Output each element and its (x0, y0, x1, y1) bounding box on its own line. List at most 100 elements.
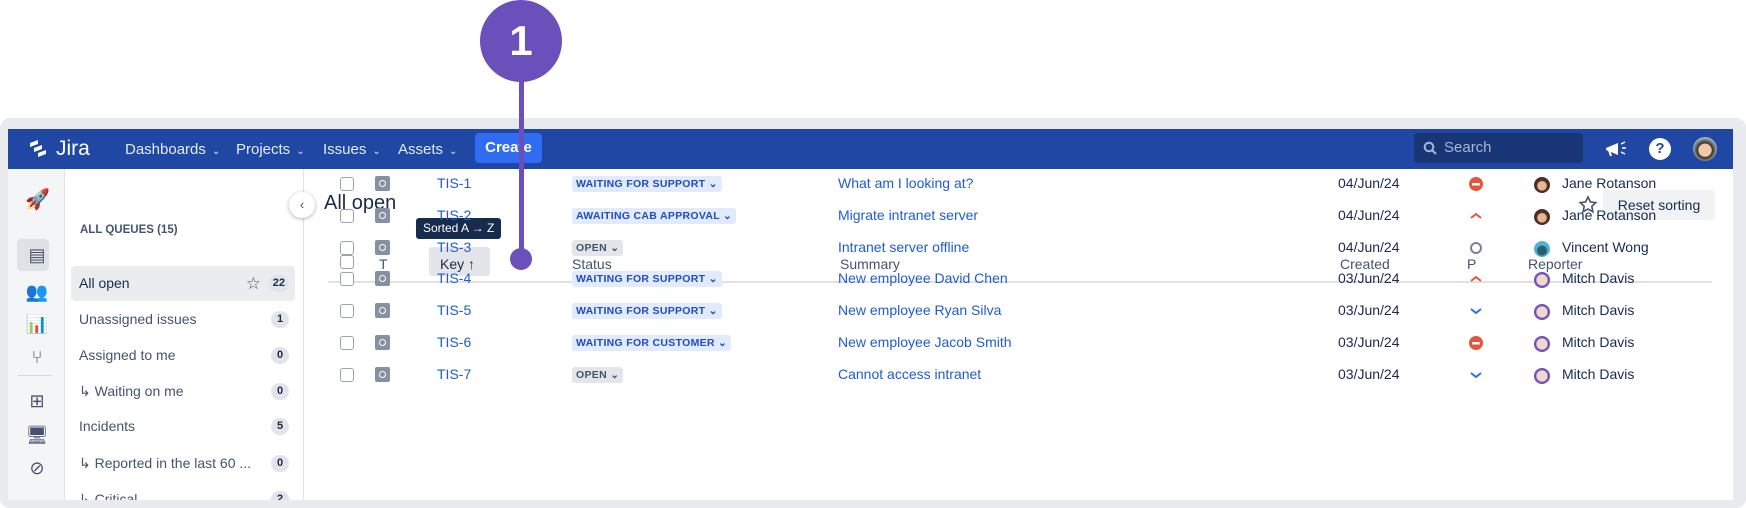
issue-key-link[interactable]: TIS-1 (437, 175, 472, 191)
queues-sidebar: ALL QUEUES (15) All open ☆ 22 Unassigned is… (65, 169, 304, 500)
project-avatar-icon[interactable]: 🚀 (25, 189, 50, 211)
queue-count: 22 (268, 275, 289, 292)
issue-key-link[interactable]: TIS-6 (437, 334, 472, 350)
created-date: 03/Jun/24 (1338, 270, 1400, 287)
nav-label: Dashboards (125, 141, 206, 158)
nav-projects[interactable]: Projects ⌄ (236, 141, 305, 158)
row-checkbox[interactable] (340, 272, 354, 287)
issue-key-link[interactable]: TIS-3 (437, 238, 472, 255)
column-header-type[interactable]: T (379, 256, 388, 272)
issue-key-link[interactable]: TIS-5 (437, 302, 472, 319)
column-header-key[interactable]: Key ↑ (440, 256, 475, 272)
reporter-name[interactable]: Mitch Davis (1562, 302, 1635, 319)
row-checkbox[interactable] (340, 177, 354, 191)
summary-link[interactable]: Intranet server offline (838, 238, 970, 255)
summary-link[interactable]: New employee Ryan Silva (838, 302, 1002, 319)
search-input[interactable]: Search (1414, 133, 1583, 163)
key-sort-button[interactable] (429, 247, 490, 276)
reporter-name[interactable]: Jane Rotanson (1562, 175, 1657, 191)
issue-type-icon (375, 207, 390, 223)
reporter-name[interactable]: Jane Rotanson (1562, 206, 1657, 223)
queue-count: 0 (271, 455, 289, 472)
rail-divider (18, 375, 52, 376)
priority (1469, 336, 1483, 355)
priority-highest-icon (1469, 177, 1483, 191)
nav-issues[interactable]: Issues ⌄ (323, 141, 381, 158)
queue-item[interactable]: Assigned to me 0 (71, 338, 295, 373)
compass-icon[interactable]: ⊘ (29, 458, 45, 478)
queue-count: 0 (271, 347, 289, 364)
column-header-status[interactable]: Status (572, 256, 612, 272)
issue-tree-icon[interactable]: ⑂ (31, 347, 43, 367)
row-checkbox[interactable] (340, 367, 354, 382)
reset-sorting-button[interactable]: Reset sorting (1603, 190, 1715, 220)
summary-link[interactable]: New employee Jacob Smith (838, 334, 1012, 350)
row-checkbox[interactable] (340, 336, 354, 350)
summary-link[interactable]: What am I looking at? (838, 175, 974, 191)
create-button[interactable]: Create (475, 133, 542, 163)
star-icon[interactable] (1578, 195, 1598, 215)
reporter-avatar (1534, 240, 1550, 257)
queues-icon[interactable]: ▤ (28, 245, 46, 265)
column-header-summary[interactable]: Summary (840, 256, 900, 272)
status-dropdown[interactable]: WAITING FOR CUSTOMER ⌄ (572, 335, 732, 351)
reporter-avatar (1534, 336, 1550, 352)
issue-key-link[interactable]: TIS-4 (437, 270, 472, 287)
status-dropdown[interactable]: WAITING FOR SUPPORT ⌄ (572, 271, 722, 288)
priority-high-icon (1470, 212, 1482, 219)
row-checkbox[interactable] (340, 304, 354, 319)
jira-logo[interactable]: Jira (28, 137, 90, 161)
select-all-checkbox[interactable] (340, 255, 354, 269)
queue-item[interactable]: ↳ Waiting on me 0 (71, 374, 295, 409)
monitor-icon[interactable]: 🖥 (25, 425, 49, 445)
jira-window: Jira Dashboards ⌄ Projects ⌄ Issues ⌄ Asset… (8, 129, 1733, 500)
status-dropdown[interactable]: WAITING FOR SUPPORT ⌄ (572, 303, 722, 320)
queue-item[interactable]: All open ☆ 22 (71, 266, 295, 301)
reports-icon[interactable]: 📊 (25, 314, 49, 334)
nav-assets[interactable]: Assets ⌄ (398, 141, 457, 158)
queue-item[interactable]: ↳ Reported in the last 60 ... 0 (71, 446, 295, 481)
queue-item[interactable]: ↳ Critical 2 (71, 482, 295, 500)
reporter-name[interactable]: Mitch Davis (1562, 270, 1635, 287)
created-date: 03/Jun/24 (1338, 302, 1400, 319)
issue-type-icon (375, 303, 390, 319)
column-header-reporter[interactable]: Reporter (1528, 256, 1583, 272)
chevron-down-icon: ⌄ (708, 178, 718, 190)
reporter-name[interactable]: Vincent Wong (1562, 238, 1649, 255)
issue-type-icon (375, 176, 390, 191)
status-dropdown[interactable]: AWAITING CAB APPROVAL ⌄ (572, 207, 737, 224)
queue-label: ↳ Critical (79, 491, 138, 500)
column-header-priority[interactable]: P (1467, 256, 1477, 272)
reporter-name[interactable]: Mitch Davis (1562, 334, 1635, 350)
column-header-created[interactable]: Created (1340, 256, 1390, 272)
collapse-sidebar-button[interactable]: ‹ (289, 192, 315, 218)
queue-item[interactable]: Incidents 5 (71, 409, 295, 444)
issue-type-icon (375, 335, 390, 350)
summary-link[interactable]: Cannot access intranet (838, 365, 982, 382)
customers-icon[interactable]: 👥 (25, 282, 49, 302)
megaphone-icon[interactable] (1604, 139, 1628, 159)
reporter-name[interactable]: Mitch Davis (1562, 365, 1635, 382)
summary-link[interactable]: New employee David Chen (838, 270, 1008, 287)
avatar[interactable] (1693, 137, 1717, 161)
reporter-avatar (1534, 208, 1550, 225)
status-dropdown[interactable]: OPEN ⌄ (572, 366, 624, 383)
row-checkbox[interactable] (340, 240, 354, 255)
status-dropdown[interactable]: WAITING FOR SUPPORT ⌄ (572, 176, 722, 192)
help-icon[interactable]: ? (1649, 138, 1671, 160)
queue-item[interactable]: Unassigned issues 1 (71, 302, 295, 337)
callout-dot (510, 248, 532, 270)
table-row: TIS-7 OPEN ⌄ Cannot access intranet 03/J… (8, 360, 1733, 390)
issue-key-link[interactable]: TIS-2 (437, 206, 472, 223)
row-checkbox[interactable] (340, 208, 354, 223)
sort-tooltip: Sorted A → Z (416, 218, 502, 239)
nav-dashboards[interactable]: Dashboards ⌄ (125, 141, 220, 158)
summary-link[interactable]: Migrate intranet server (838, 206, 979, 223)
table-row: TIS-2 AWAITING CAB APPROVAL ⌄ Migrate in… (8, 201, 1733, 231)
star-icon[interactable]: ☆ (245, 274, 261, 293)
table-row: TIS-1 WAITING FOR SUPPORT ⌄ What am I lo… (8, 169, 1733, 199)
status-dropdown[interactable]: OPEN ⌄ (572, 239, 624, 256)
add-item-icon[interactable]: ⊞ (29, 391, 45, 411)
issue-key-link[interactable]: TIS-7 (437, 365, 472, 382)
queues-heading: ALL QUEUES (15) (80, 224, 178, 236)
